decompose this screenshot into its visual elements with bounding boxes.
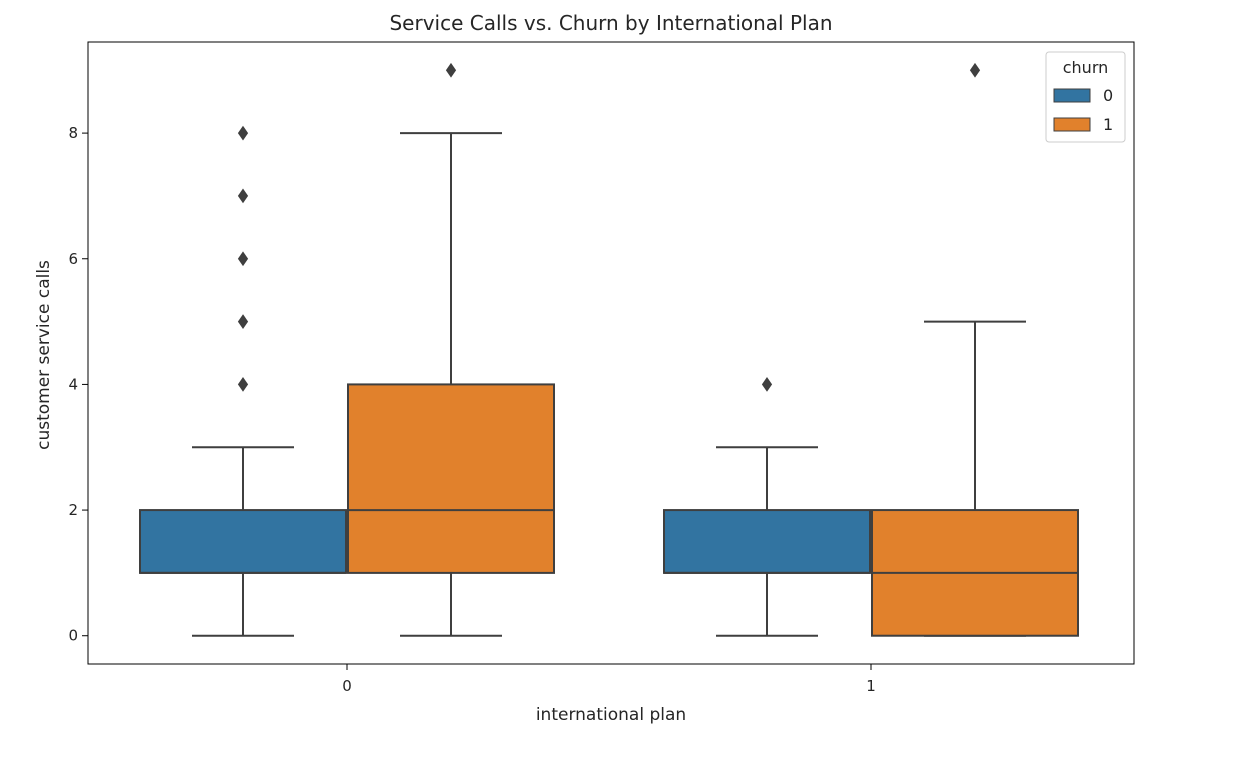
x-tick-label: 0 <box>342 677 352 695</box>
outlier-point <box>237 314 249 329</box>
y-tick-label: 6 <box>68 250 78 268</box>
outlier-point <box>761 377 773 392</box>
outlier-point <box>237 377 249 392</box>
legend-swatch <box>1053 88 1091 103</box>
box-iqr <box>663 509 871 574</box>
outlier-point <box>237 125 249 141</box>
outlier-point <box>237 188 249 204</box>
y-tick-label: 8 <box>68 124 78 142</box>
x-axis-label: international plan <box>536 705 686 725</box>
y-axis-label: customer service calls <box>34 260 54 450</box>
legend-title: churn <box>1063 58 1109 77</box>
legend-entry-label: 0 <box>1103 86 1113 105</box>
legend-entry-label: 1 <box>1103 115 1113 134</box>
plot-area: 0 2 4 6 8 0 1 <box>68 41 1135 695</box>
outlier-point <box>445 62 457 78</box>
legend: churn 0 1 <box>1045 51 1126 143</box>
y-tick-label: 2 <box>68 501 78 519</box>
legend-swatch <box>1053 117 1091 132</box>
box-iqr <box>139 509 347 574</box>
outlier-point <box>237 251 249 267</box>
box-iqr <box>347 383 555 574</box>
outlier-point <box>969 62 981 78</box>
chart-title: Service Calls vs. Churn by International… <box>389 11 832 35</box>
x-tick-label: 1 <box>866 677 876 695</box>
plot-frame <box>87 41 1135 665</box>
y-tick-label: 4 <box>68 375 78 393</box>
y-tick-label: 0 <box>68 627 78 645</box>
